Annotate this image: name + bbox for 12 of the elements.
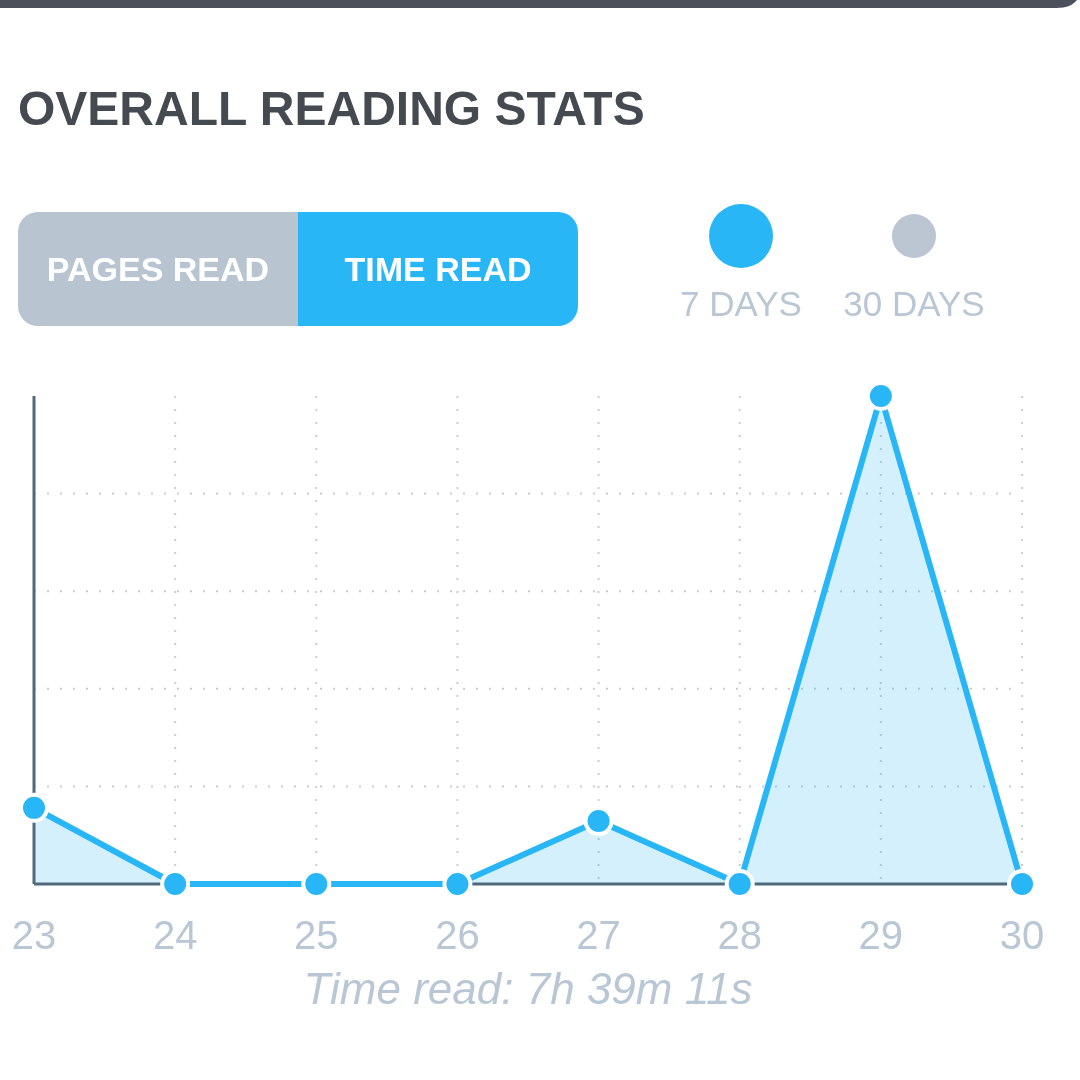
legend-label: 7 DAYS [680,284,802,323]
x-tick-label: 24 [152,913,198,957]
x-tick-label: 28 [717,913,762,957]
x-axis-title: Time read: 7h 39m 11s [303,964,753,1013]
chart-title: OVERALL READING STATS [18,82,645,135]
x-tick-label: 30 [999,913,1045,957]
x-tick-label: 23 [11,913,57,957]
x-tick-label: 25 [294,913,339,957]
legend-label: 30 DAYS [843,284,985,323]
x-tick-label: 29 [858,913,904,957]
x-tick-label: 27 [576,913,621,957]
x-tick-label: 26 [435,913,480,957]
